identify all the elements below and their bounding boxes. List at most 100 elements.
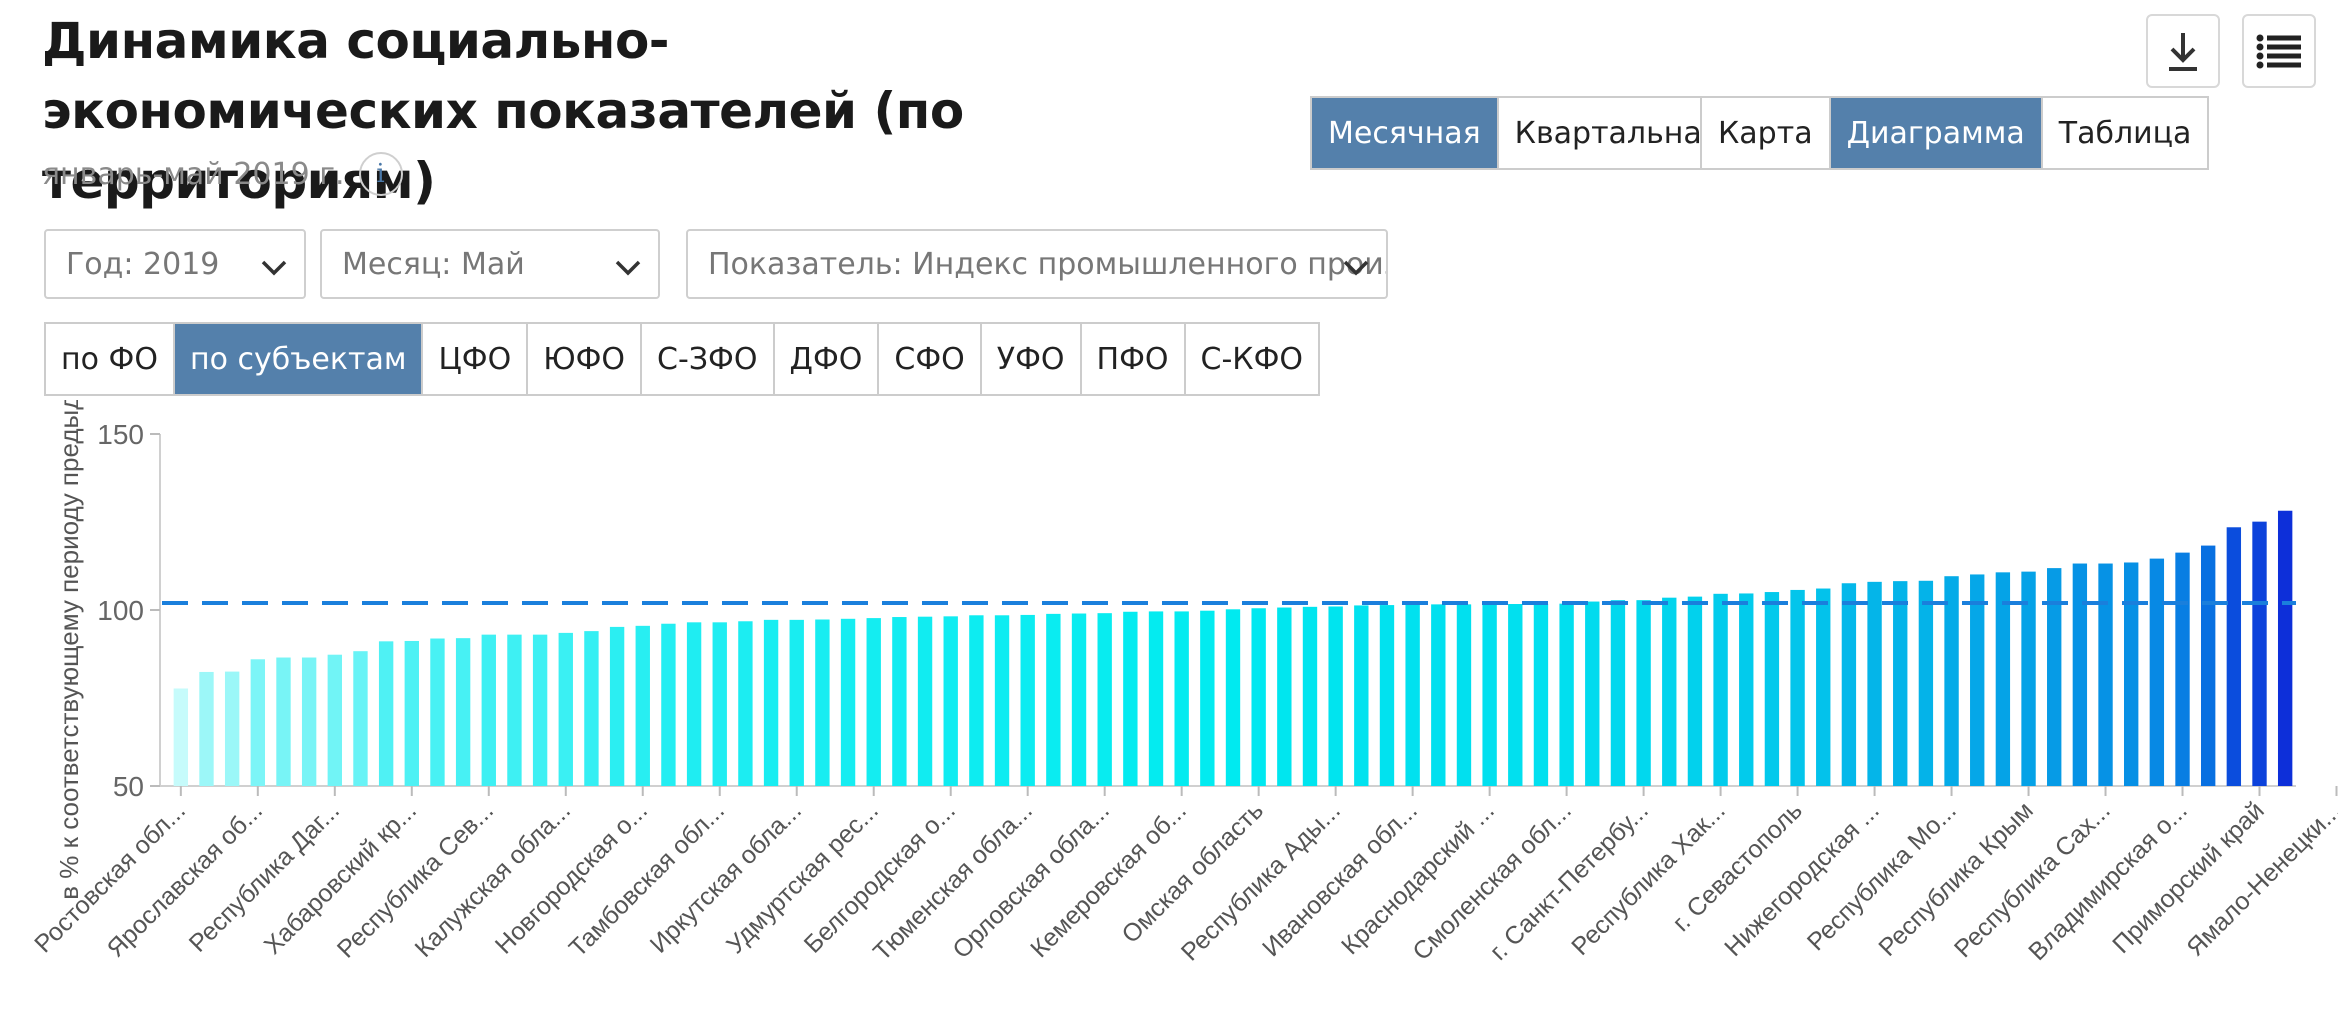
bar [1739, 593, 1754, 786]
bar [455, 638, 471, 786]
bar [1456, 604, 1472, 786]
bar [404, 640, 419, 786]
bar [686, 622, 702, 786]
bar [1405, 604, 1420, 786]
bar [1431, 604, 1446, 786]
bar [1200, 610, 1215, 786]
chevron-down-icon [615, 260, 641, 276]
tab-by-fo[interactable]: по ФО [61, 341, 158, 377]
bar [1764, 592, 1780, 786]
indicator-select[interactable]: Показатель: Индекс промышленного произ [686, 229, 1388, 299]
x-tick-label: Омская область [1116, 796, 1268, 948]
bar [1251, 608, 1266, 786]
bar [1995, 572, 2011, 786]
bar [2021, 571, 2036, 786]
y-tick-label: 100 [97, 595, 144, 626]
bar [1816, 588, 1831, 786]
bar [1225, 609, 1241, 786]
bar [815, 619, 830, 786]
bar [2149, 558, 2165, 786]
x-tick-label: г. Севастополь [1667, 796, 1808, 937]
bar [1687, 596, 1703, 786]
tab-by-subject[interactable]: по субъектам [172, 324, 422, 394]
bar [1379, 605, 1395, 786]
tab-yufo[interactable]: ЮФО [526, 324, 640, 394]
bar [584, 631, 599, 786]
periodicity-quarterly[interactable]: Квартальная [1496, 98, 1736, 168]
district-tabs: по ФО по субъектам ЦФО ЮФО С-ЗФО ДФО СФО… [44, 322, 1321, 396]
tab-ufo[interactable]: УФО [979, 324, 1080, 394]
tab-szfo[interactable]: С-ЗФО [640, 324, 772, 394]
bar [1841, 583, 1857, 786]
bar [558, 632, 573, 786]
menu-button[interactable] [2242, 14, 2316, 88]
bar [635, 625, 650, 786]
bar [609, 626, 625, 786]
bar [1174, 611, 1189, 786]
bar [917, 616, 933, 786]
view-diagram[interactable]: Диаграмма [1828, 98, 2041, 168]
bar [1944, 576, 1959, 786]
bar [2226, 527, 2242, 786]
bar [2175, 552, 2190, 786]
view-table[interactable]: Таблица [2040, 98, 2208, 168]
tab-pfo[interactable]: ПФО [1079, 324, 1184, 394]
bar [1097, 613, 1112, 786]
bar [353, 651, 368, 786]
month-select[interactable]: Месяц: Май [320, 229, 660, 299]
bar [301, 657, 317, 786]
bar [1867, 581, 1882, 786]
period-text: январь-май 2019 г. [42, 156, 345, 192]
indicator-select-value: Показатель: Индекс промышленного произ [708, 246, 1388, 282]
period-label: январь-май 2019 г. i [42, 152, 403, 196]
bar [738, 621, 753, 786]
view-toggle: Карта Диаграмма Таблица [1700, 96, 2210, 170]
bar [378, 641, 394, 786]
info-icon[interactable]: i [358, 152, 403, 196]
bar [276, 657, 291, 786]
tab-sfo[interactable]: СФО [877, 324, 979, 394]
bar [532, 634, 548, 786]
bar [1277, 607, 1292, 786]
bar [1302, 606, 1318, 786]
bar [2072, 563, 2088, 786]
tab-dfo[interactable]: ДФО [772, 324, 878, 394]
year-select[interactable]: Год: 2019 [44, 229, 306, 299]
bar [1354, 605, 1369, 786]
bar [866, 618, 881, 786]
bar [2252, 521, 2267, 786]
periodicity-monthly[interactable]: Месячная [1312, 98, 1497, 168]
bar [1662, 597, 1677, 786]
download-button[interactable] [2146, 14, 2220, 88]
year-select-value: Год: 2019 [66, 246, 220, 282]
bar [1123, 611, 1138, 786]
bar [1610, 600, 1626, 786]
bar [1046, 613, 1061, 786]
bar [327, 654, 342, 786]
bar [2098, 563, 2113, 786]
bar [1918, 580, 1934, 786]
bar [1585, 601, 1600, 786]
bar [1636, 600, 1651, 786]
tab-cfo[interactable]: ЦФО [421, 324, 526, 394]
view-map[interactable]: Карта [1702, 98, 1829, 168]
bar [2047, 568, 2062, 786]
y-tick-label: 150 [97, 419, 144, 450]
bar [1328, 606, 1343, 786]
bar [1893, 581, 1908, 786]
chevron-down-icon [261, 260, 287, 276]
bar [969, 615, 984, 786]
download-icon [2169, 33, 2197, 71]
bar [763, 619, 779, 786]
bar [2124, 562, 2139, 786]
y-tick-label: 50 [113, 771, 144, 802]
y-axis-title: в % к соответствующему периоду предыдущ [54, 400, 84, 900]
bar [481, 634, 496, 786]
bar [1020, 614, 1035, 786]
bar [1970, 574, 1985, 786]
bar [224, 671, 240, 786]
bar [1559, 603, 1574, 786]
tab-skfo[interactable]: С-КФО [1183, 324, 1319, 394]
bar [199, 671, 214, 786]
bar [1713, 593, 1728, 786]
